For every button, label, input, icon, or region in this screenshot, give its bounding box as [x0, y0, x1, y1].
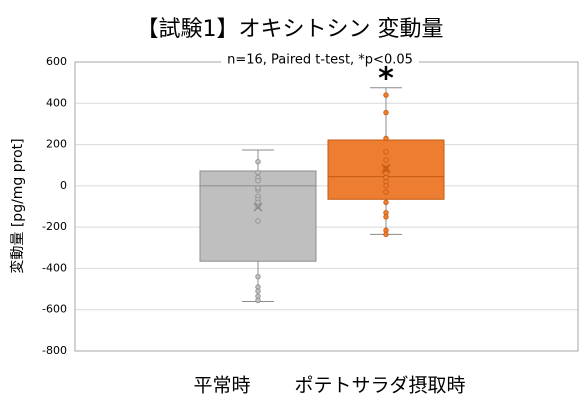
x-tick-label: 平常時	[193, 375, 250, 397]
y-tick-label: 600	[46, 55, 67, 68]
y-tick-label: -400	[42, 261, 67, 274]
data-point	[255, 288, 261, 294]
box	[199, 170, 317, 262]
data-point	[255, 177, 261, 184]
data-point	[383, 149, 389, 155]
mean-marker	[381, 163, 391, 173]
mean-marker	[253, 202, 263, 212]
data-point	[255, 159, 261, 165]
data-point	[383, 199, 389, 206]
data-point	[383, 92, 389, 98]
y-tick-label: -200	[42, 220, 67, 233]
x-tick-label: ポテトサラダ摂取時	[294, 375, 465, 397]
data-point	[255, 169, 261, 176]
y-tick-label: 400	[46, 96, 67, 109]
data-point	[255, 273, 261, 280]
data-point	[383, 135, 389, 142]
data-point	[255, 185, 261, 191]
y-axis-label: 変動量 [pg/mg prot]	[9, 138, 26, 273]
data-point	[383, 157, 389, 163]
data-point	[255, 218, 261, 224]
subtitle: n=16, Paired t-test, *p<0.05	[227, 53, 413, 68]
y-tick-label: 0	[60, 179, 67, 192]
plot-frame	[74, 61, 579, 352]
data-point	[383, 214, 389, 220]
y-tick-label: -800	[42, 344, 67, 357]
subtitle-bg	[221, 52, 419, 68]
significance-mark: *	[378, 62, 394, 97]
data-point	[383, 189, 389, 195]
y-tick-label: -600	[42, 303, 67, 316]
data-point	[383, 109, 389, 116]
data-point	[383, 183, 389, 189]
chart-title: 【試験1】オキシトシン 変動量	[137, 17, 444, 42]
data-point	[383, 231, 389, 238]
data-point	[255, 297, 261, 304]
y-tick-label: 200	[46, 138, 67, 151]
